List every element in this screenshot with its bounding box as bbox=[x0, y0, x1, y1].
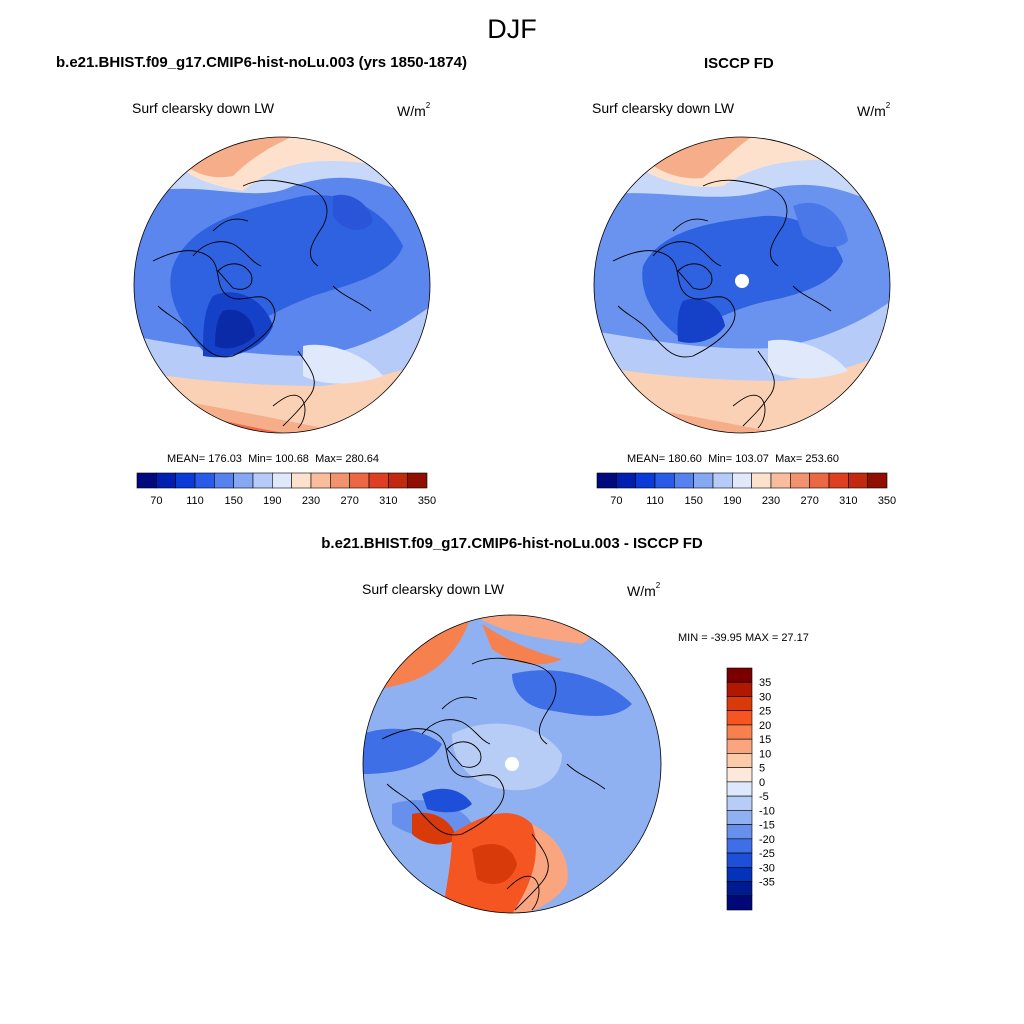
panel-3-colorbar-swatch bbox=[726, 781, 753, 797]
panel-3-polar-map bbox=[362, 614, 662, 914]
panel-3-colorbar-swatch bbox=[726, 710, 753, 726]
panel-1-colorbar-swatch bbox=[156, 472, 176, 489]
panel-2-colorbar-swatch bbox=[712, 472, 733, 489]
panel-2-colorbar-tick-label: 350 bbox=[878, 495, 896, 507]
panel-3-colorbar-tick-label: 25 bbox=[759, 706, 771, 718]
panel-3-colorbar-swatch bbox=[726, 810, 753, 825]
panel-2-colorbar-swatch bbox=[770, 472, 791, 489]
pole-hole bbox=[735, 274, 749, 288]
panel-1-colorbar-swatch bbox=[368, 472, 389, 489]
panel-1-colorbar-swatch bbox=[272, 472, 292, 489]
panel-3-title: b.e21.BHIST.f09_g17.CMIP6-hist-noLu.003 … bbox=[321, 535, 703, 552]
panel-3-colorbar-tick-label: -5 bbox=[759, 791, 769, 803]
panel-3-colorbar-swatch bbox=[726, 838, 753, 854]
panel-1-colorbar-tick-label: 190 bbox=[263, 495, 281, 507]
panel-3-colorbar-tick-label: 0 bbox=[759, 777, 765, 789]
panel-1-colorbar-tick-label: 270 bbox=[340, 495, 358, 507]
panel-1-colorbar-tick-label: 230 bbox=[302, 495, 320, 507]
main-title: DJF bbox=[487, 14, 537, 44]
panel-1-colorbar-swatch bbox=[252, 472, 273, 489]
panel-3-colorbar-swatch bbox=[726, 681, 753, 697]
panel-1-colorbar-swatch bbox=[388, 472, 408, 489]
panel-1-colorbar-swatch bbox=[136, 472, 157, 489]
panel-2-colorbar-swatch bbox=[828, 472, 849, 489]
panel-2-colorbar-swatch bbox=[790, 472, 810, 489]
panel-1-colorbar-swatch bbox=[291, 472, 312, 489]
panel-1-colorbar-swatch bbox=[407, 472, 428, 489]
panel-3-colorbar-swatch bbox=[726, 738, 753, 754]
panel-3-colorbar-swatch bbox=[726, 753, 753, 768]
panel-1-colorbar-swatch bbox=[330, 472, 350, 489]
panel-1-colorbar-tick-label: 310 bbox=[379, 495, 397, 507]
panel-3-colorbar-tick-label: -25 bbox=[759, 848, 775, 860]
panel-2-units: W/m2 bbox=[857, 101, 891, 119]
panel-1-colorbar-swatch bbox=[194, 472, 215, 489]
panel-2-colorbar-swatch bbox=[732, 472, 752, 489]
panel-3-colorbar-swatch bbox=[726, 895, 753, 911]
panel-2-colorbar-tick-label: 190 bbox=[723, 495, 741, 507]
panel-2-stats: MEAN= 180.60 Min= 103.07 Max= 253.60 bbox=[627, 453, 839, 465]
panel-3-colorbar-swatch bbox=[726, 852, 753, 868]
panel-3-colorbar-swatch bbox=[726, 866, 753, 882]
panel-2-colorbar: 70 110 150 190 230 270 310 350 bbox=[596, 472, 896, 507]
panel-3-colorbar-swatch bbox=[726, 724, 753, 740]
panel-1-title: b.e21.BHIST.f09_g17.CMIP6-hist-noLu.003 … bbox=[56, 54, 467, 71]
panel-1-colorbar-swatch bbox=[175, 472, 196, 489]
panel-1-colorbar-swatch bbox=[349, 472, 370, 489]
panel-1-variable: Surf clearsky down LW bbox=[132, 100, 275, 116]
panel-2-colorbar-swatch bbox=[848, 472, 868, 489]
panel-2-colorbar-swatch bbox=[674, 472, 694, 489]
panel-3-colorbar-swatch bbox=[726, 767, 753, 783]
panel-3-colorbar-tick-label: -15 bbox=[759, 820, 775, 832]
panel-3-colorbar-tick-label: 30 bbox=[759, 691, 771, 703]
panel-1-colorbar: 70 110 150 190 230 270 310 350 bbox=[136, 472, 436, 507]
panel-3-variable: Surf clearsky down LW bbox=[362, 581, 505, 597]
panel-3-colorbar-swatch bbox=[726, 881, 753, 897]
panel-1-colorbar-tick-label: 350 bbox=[418, 495, 436, 507]
panel-2-polar-map bbox=[593, 136, 891, 434]
panel-3-units: W/m2 bbox=[627, 581, 661, 599]
panel-1-colorbar-tick-label: 110 bbox=[186, 495, 204, 507]
panel-3-colorbar-tick-label: 20 bbox=[759, 720, 771, 732]
panel-2-colorbar-tick-label: 230 bbox=[762, 495, 780, 507]
panel-2-variable: Surf clearsky down LW bbox=[592, 100, 735, 116]
panel-1-stats: MEAN= 176.03 Min= 100.68 Max= 280.64 bbox=[167, 453, 379, 465]
panel-3-colorbar: 35 30 25 20 15 10 5 0 -5 -10 -15 -20 -25 -30 -35 bbox=[726, 667, 775, 911]
panel-2-colorbar-swatch bbox=[654, 472, 675, 489]
panel-3-colorbar-tick-label: -35 bbox=[759, 877, 775, 889]
panel-3-colorbar-tick-label: 10 bbox=[759, 748, 771, 760]
panel-3-colorbar-swatch bbox=[726, 795, 753, 811]
panel-2-colorbar-swatch bbox=[635, 472, 656, 489]
panel-2-colorbar-swatch bbox=[693, 472, 714, 489]
panel-3-colorbar-swatch bbox=[726, 667, 753, 683]
panel-2-colorbar-swatch bbox=[596, 472, 617, 489]
panel-1-units: W/m2 bbox=[397, 101, 431, 119]
panel-3-colorbar-swatch bbox=[726, 696, 753, 712]
panel-1-colorbar-swatch bbox=[214, 472, 234, 489]
panel-3-colorbar-tick-label: 5 bbox=[759, 763, 765, 775]
panel-3-colorbar-tick-label: -20 bbox=[759, 834, 775, 846]
pole-hole bbox=[505, 757, 519, 771]
panel-3-colorbar-tick-label: -30 bbox=[759, 862, 775, 874]
panel-1-colorbar-swatch bbox=[310, 472, 331, 489]
panel-1-colorbar-swatch bbox=[233, 472, 254, 489]
panel-2-title: ISCCP FD bbox=[704, 55, 774, 72]
panel-2-colorbar-swatch bbox=[751, 472, 772, 489]
panel-2-colorbar-tick-label: 150 bbox=[684, 495, 702, 507]
panel-2-colorbar-swatch bbox=[809, 472, 830, 489]
panel-2-colorbar-swatch bbox=[616, 472, 636, 489]
panel-1-colorbar-tick-label: 150 bbox=[224, 495, 242, 507]
panel-2-colorbar-tick-label: 110 bbox=[646, 495, 664, 507]
panel-3-colorbar-tick-label: 35 bbox=[759, 677, 771, 689]
panel-3-colorbar-tick-label: -10 bbox=[759, 805, 775, 817]
panel-2-colorbar-swatch bbox=[867, 472, 888, 489]
panel-2-colorbar-tick-label: 270 bbox=[800, 495, 818, 507]
panel-2-colorbar-tick-label: 70 bbox=[610, 495, 622, 507]
panel-1-colorbar-tick-label: 70 bbox=[150, 495, 162, 507]
panel-3-stats: MIN = -39.95 MAX = 27.17 bbox=[678, 632, 809, 644]
panel-2-colorbar-tick-label: 310 bbox=[839, 495, 857, 507]
panel-1-polar-map bbox=[133, 136, 431, 434]
panel-3-colorbar-tick-label: 15 bbox=[759, 734, 771, 746]
panel-3-colorbar-swatch bbox=[726, 824, 753, 840]
